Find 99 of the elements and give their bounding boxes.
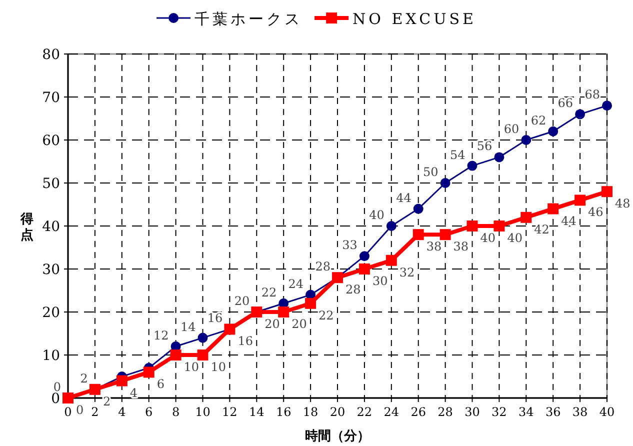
data-label: 32 [399,265,415,280]
data-label: 40 [369,208,384,222]
x-tick-label: 4 [118,405,126,419]
point [575,109,586,120]
y-tick-label: 0 [51,391,60,407]
data-label: 22 [318,308,334,322]
x-tick-label: 6 [145,405,153,419]
data-label: 2 [102,394,111,408]
legend-label: 千葉ホークス [194,10,303,28]
point [386,221,396,231]
point [197,350,208,360]
x-tick-label: 36 [545,405,561,419]
data-label: 28 [346,282,361,297]
data-label: 40 [507,231,522,245]
point [466,220,478,232]
data-label: 24 [288,276,304,291]
x-tick-label: 10 [195,405,210,419]
point [602,186,612,198]
point [520,212,532,223]
point [305,298,316,309]
x-tick-label: 22 [356,405,372,419]
x-tick-label: 14 [249,405,265,419]
data-label: 38 [453,240,469,254]
x-tick-label: 0 [64,405,72,419]
data-label: 46 [588,205,604,220]
data-label: 14 [180,320,196,334]
point [548,203,559,214]
point [494,152,504,162]
point [386,254,397,266]
data-label: 2 [80,371,88,386]
x-tick-label: 34 [518,405,534,419]
point [358,264,370,274]
data-label: 33 [342,238,358,252]
y-tick-label: 30 [42,262,60,278]
x-tick-label: 20 [330,405,346,419]
point [574,194,586,206]
point [440,229,451,240]
data-label: 66 [558,96,574,110]
x-tick-label: 8 [172,405,180,419]
y-tick-label: 70 [42,90,60,106]
point [170,350,182,360]
data-label: 30 [372,274,388,288]
data-label: 40 [480,231,496,245]
point [494,220,505,232]
x-axis-title: 時間（分） [305,429,370,444]
data-label: 4 [130,386,138,400]
data-label: 22 [261,285,277,300]
point [278,306,290,318]
data-label: 62 [530,113,546,128]
point [602,100,612,111]
point [467,160,478,171]
x-tick-label: 28 [438,405,453,419]
y-tick-label: 50 [42,176,60,192]
x-tick-label: 38 [572,405,588,419]
data-label: 16 [238,334,253,348]
data-label: 20 [234,294,250,308]
y-tick-label: 10 [42,348,60,364]
y-axis-title: 得点 [20,212,34,243]
data-label: 10 [210,360,226,374]
x-tick-label: 2 [91,405,99,419]
data-label: 38 [426,240,442,254]
x-tick-label: 24 [384,405,400,419]
point [412,229,424,240]
legend-label: NO EXCUSE [352,10,476,28]
x-tick-label: 12 [222,405,238,419]
data-label: 42 [534,222,550,236]
x-tick-label: 30 [464,405,480,419]
data-label: 44 [396,190,412,205]
data-label: 20 [292,317,307,331]
x-tick-label: 40 [599,405,615,419]
data-label: 56 [476,139,492,154]
y-tick-label: 40 [42,219,60,235]
data-label: 12 [154,328,169,342]
point [116,375,128,386]
point [440,178,450,188]
data-label: 50 [423,165,438,179]
y-tick-label: 80 [42,47,60,63]
x-tick-label: 26 [410,405,426,419]
point [413,204,424,214]
data-label: 28 [315,260,330,274]
data-label: 6 [156,377,164,392]
x-tick-label: 18 [302,405,318,419]
point [359,251,370,262]
x-tick-label: 16 [276,405,292,419]
data-label: 60 [504,122,520,136]
data-label: 20 [264,317,280,331]
data-label: 44 [561,214,577,228]
x-tick-label: 32 [492,405,507,419]
point [548,126,558,136]
point [198,332,208,343]
data-label: 10 [184,360,200,374]
y-tick-label: 20 [42,305,60,321]
point [521,135,532,145]
point [143,366,154,378]
data-label: 16 [207,311,223,326]
data-label: 48 [615,196,630,211]
data-label: 68 [584,88,600,102]
data-label: 54 [450,148,466,162]
y-tick-label: 60 [42,133,60,149]
